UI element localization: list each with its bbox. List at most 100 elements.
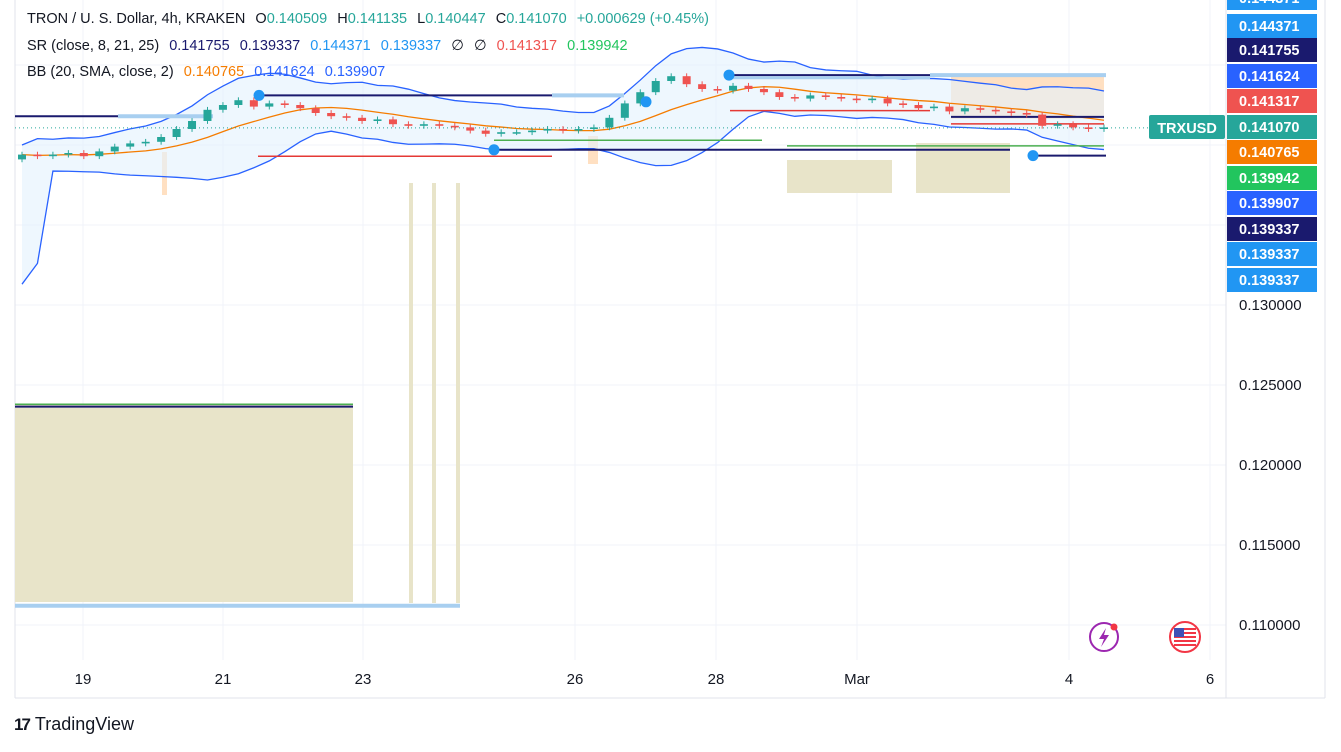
price-badge <box>1227 38 1317 62</box>
candle-body <box>790 97 799 99</box>
candle-body <box>311 108 320 113</box>
candle-body <box>512 132 521 134</box>
candle-body <box>759 89 768 93</box>
candle-body <box>991 109 1000 112</box>
sr-markers <box>253 69 1039 162</box>
candle-body <box>1007 111 1016 113</box>
brand-name: TradingView <box>34 714 134 734</box>
candle-body <box>667 76 676 81</box>
candle-body <box>589 127 598 129</box>
candle-body <box>450 125 459 128</box>
candle-body <box>419 124 428 126</box>
candle-body <box>481 130 490 134</box>
sr-zone <box>787 160 892 193</box>
price-badge-text: 0.141070 <box>1239 120 1299 136</box>
candle-body <box>48 154 57 157</box>
flag-stripe <box>1174 644 1196 646</box>
price-badge-text: 0.141624 <box>1239 69 1299 85</box>
candle-body <box>883 98 892 104</box>
price-badge-text: 0.144371 <box>1239 0 1299 7</box>
legend-bb-value: 0.139907 <box>324 64 386 80</box>
symbol-tag <box>1149 115 1225 139</box>
time-tick-label: Mar <box>844 671 870 688</box>
symbol-tag-text: TRXUSD <box>1157 121 1217 137</box>
legend-bb-label[interactable]: BB (20, SMA, close, 2) <box>27 64 174 80</box>
legend-ohlc: TRON / U. S. Dollar, 4h, KRAKEN O0.14050… <box>27 11 715 27</box>
candle-body <box>1022 113 1031 115</box>
candle-body <box>868 98 877 101</box>
candle-body <box>18 154 26 160</box>
legend-sr-value: 0.141317 <box>496 38 558 54</box>
candle-body <box>976 108 985 110</box>
sr-marker-dot <box>640 96 652 108</box>
price-badge <box>1227 64 1317 88</box>
legend-sr-value: 0.144371 <box>310 38 371 54</box>
legend-sr-value: ∅ <box>451 38 464 54</box>
candle-body <box>899 103 908 105</box>
lightning-icon[interactable] <box>1089 622 1119 652</box>
candle-body <box>141 141 150 144</box>
price-badge-text: 0.139337 <box>1239 273 1299 289</box>
candle-body <box>852 98 861 101</box>
bb-fill <box>22 47 1104 285</box>
candle-body <box>945 106 954 112</box>
sr-zone <box>916 143 1010 193</box>
time-tick-label: 6 <box>1206 671 1214 688</box>
candle-body <box>605 117 614 128</box>
price-badge <box>1227 14 1317 38</box>
candle-body <box>651 81 660 93</box>
tradingview-brand[interactable]: 17 TradingView <box>14 714 134 735</box>
candle-body <box>1069 124 1078 128</box>
legend-h-value: 0.141135 <box>347 11 408 27</box>
price-badge <box>1227 115 1317 139</box>
candle-body <box>559 129 567 131</box>
candle-body <box>1038 114 1047 126</box>
candle-body <box>203 109 212 121</box>
price-tick-label: 0.120000 <box>1239 457 1302 474</box>
time-tick-label: 23 <box>355 671 372 688</box>
flag-canton <box>1174 628 1184 637</box>
candle-body <box>744 85 753 89</box>
legend-symbol[interactable]: TRON / U. S. Dollar, 4h, KRAKEN <box>27 11 246 27</box>
price-badge-text: 0.139907 <box>1239 196 1299 212</box>
legend-bb-value: 0.140765 <box>183 64 245 80</box>
candle-body <box>528 130 537 133</box>
lightning-icon-bolt <box>1099 628 1109 647</box>
legend-sr-value: ∅ <box>473 38 487 54</box>
flag-stripe <box>1174 632 1196 634</box>
candle-body <box>821 95 830 97</box>
legend-c-value: 0.141070 <box>506 11 567 27</box>
time-tick-label: 19 <box>75 671 92 688</box>
price-badge-text: 0.144371 <box>1239 19 1299 35</box>
legend-bb-value: 0.141624 <box>254 64 315 80</box>
price-badge-text: 0.139942 <box>1239 171 1299 187</box>
price-badge <box>1227 217 1317 241</box>
candle-body <box>188 121 197 129</box>
candle-body <box>543 129 552 131</box>
candle-body <box>698 84 707 89</box>
candle-body <box>79 153 88 157</box>
candle-body <box>775 92 784 97</box>
price-badge <box>1227 166 1317 190</box>
candle-body <box>620 103 629 118</box>
sr-marker-dot <box>723 69 735 81</box>
legend-change: +0.000629 (+0.45%) <box>576 11 709 27</box>
candle-body <box>234 100 243 105</box>
legend-sr-value: 0.139942 <box>567 38 628 54</box>
legend-l-value: 0.140447 <box>425 11 486 27</box>
candle-body <box>388 119 397 125</box>
price-badge-text: 0.139337 <box>1239 222 1299 238</box>
us-flag-icon[interactable] <box>1169 621 1201 653</box>
chart-icons <box>1089 621 1201 653</box>
candle-body <box>218 105 227 110</box>
price-badges: 0.144371 0.141755 0.141624 0.141317 0.141070… <box>1149 0 1317 292</box>
candle-body <box>435 124 444 126</box>
candle-body <box>682 76 691 85</box>
sr-zone <box>15 405 353 602</box>
legend-sr-label[interactable]: SR (close, 8, 21, 25) <box>27 38 160 54</box>
sr-marker-dot <box>253 89 265 101</box>
candle-body <box>837 97 846 99</box>
price-badge <box>1227 268 1317 292</box>
time-tick-label: 4 <box>1065 671 1073 688</box>
